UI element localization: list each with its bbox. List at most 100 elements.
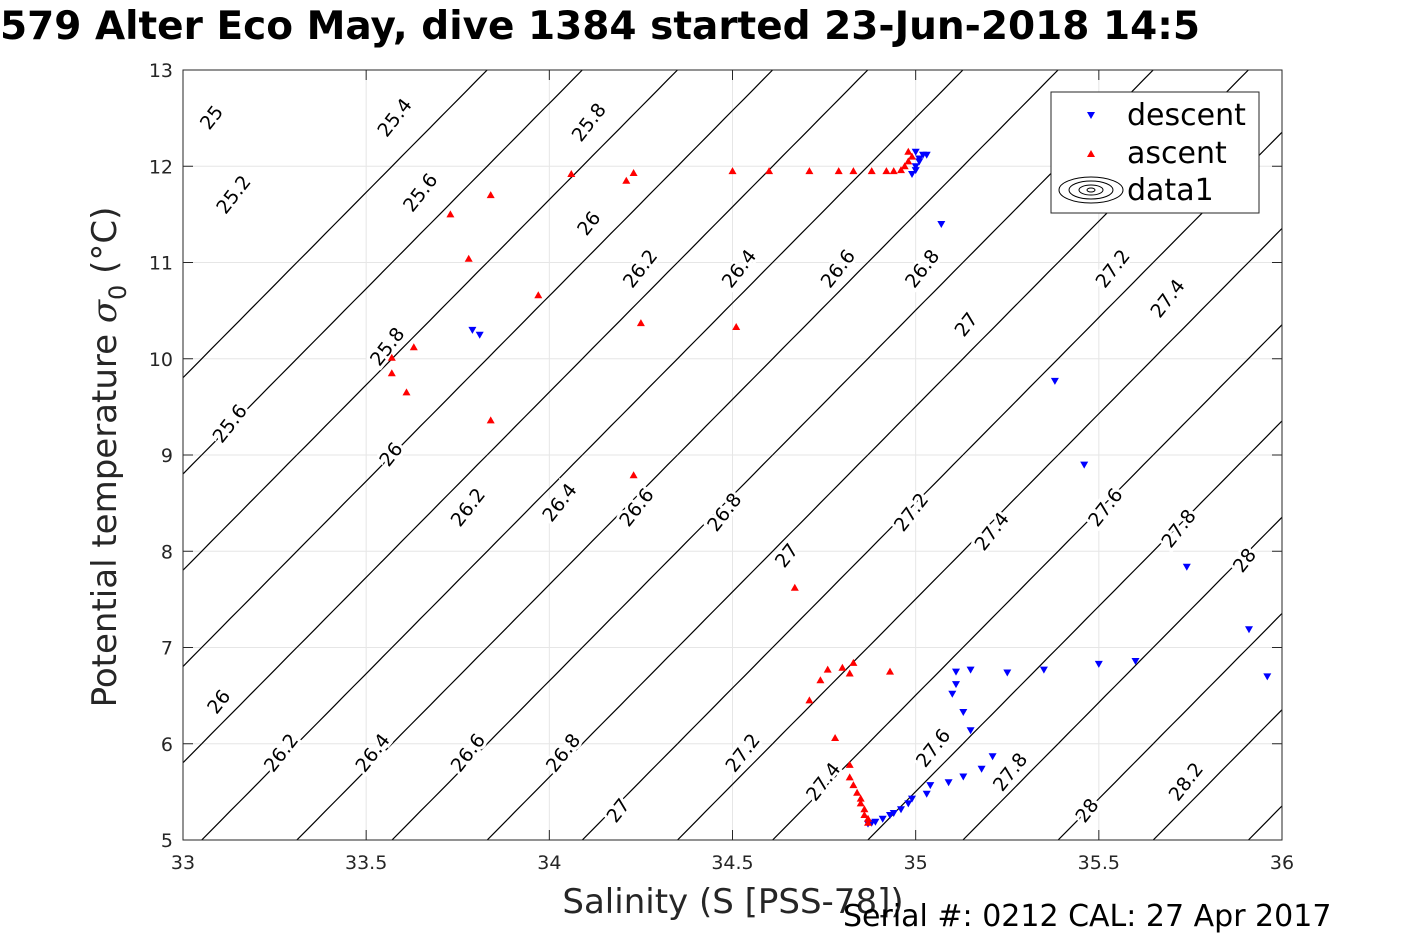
ascent-point	[889, 167, 898, 175]
descent-point	[475, 331, 484, 339]
ascent-point	[834, 167, 843, 175]
contour-line	[201, 454, 488, 745]
contour-line	[677, 70, 1059, 456]
descent-point	[897, 806, 905, 814]
ascent-point	[622, 176, 631, 184]
contour-line	[962, 131, 1282, 456]
contour-line	[962, 743, 1059, 840]
contour-line	[1344, 455, 1417, 744]
contour-line	[581, 454, 869, 745]
contour-line	[200, 743, 298, 840]
contour-line	[772, 454, 1059, 745]
descent-point	[1080, 461, 1089, 469]
legend-contour-icon	[1058, 176, 1124, 204]
ascent-point	[823, 665, 832, 673]
ascent-point	[849, 167, 858, 175]
contour-line	[1057, 227, 1282, 456]
ascent-point	[805, 696, 814, 704]
y-axis-label-unit: (°C)	[85, 207, 125, 285]
descent-point	[1263, 673, 1272, 681]
contour-line	[581, 70, 964, 456]
descent-point	[966, 727, 975, 735]
ascent-point	[387, 353, 396, 361]
y-axis-label-main: Potential temperature	[85, 323, 125, 707]
descent-point	[988, 753, 997, 761]
legend-descent-label: descent	[1127, 98, 1246, 133]
y-axis-label: Potential temperature σ0 (°C)	[85, 207, 132, 708]
ascent-point	[864, 818, 872, 826]
x-tick-label: 34.5	[711, 852, 753, 874]
contour-line	[676, 743, 774, 840]
contour-line	[867, 454, 1154, 745]
contour-line	[201, 70, 584, 456]
x-axis-label: Salinity (S [PSS-78])	[562, 882, 903, 922]
ascent-point	[860, 805, 869, 813]
descent-point	[1245, 626, 1253, 634]
ascent-point	[849, 781, 858, 789]
chart-title: 579 Alter Eco May, dive 1384 started 23-…	[0, 4, 1200, 49]
descent-point	[911, 163, 920, 171]
ascent-point	[904, 157, 913, 165]
ascent-point	[838, 663, 847, 671]
descent-point	[977, 765, 986, 773]
descent-point	[948, 690, 957, 698]
contour-line	[295, 743, 393, 840]
contour-line	[1057, 743, 1154, 840]
contour-line	[183, 454, 393, 668]
y-axis-label-sigma: σ	[85, 299, 125, 323]
y-tick-label: 9	[161, 445, 173, 467]
ascent-point	[464, 254, 473, 262]
y-axis-label-subscript: 0	[104, 285, 132, 300]
ascent-point	[904, 147, 913, 155]
descent-point	[952, 668, 960, 676]
descent-point	[1039, 666, 1048, 674]
contour-line	[296, 70, 679, 456]
contour-line	[391, 70, 774, 456]
descent-point	[959, 773, 968, 781]
descent-point	[908, 171, 916, 178]
descent-point	[1182, 563, 1191, 571]
x-tick-label: 33.5	[345, 852, 387, 874]
ascent-point	[765, 167, 774, 175]
x-tick-label: 35.5	[1078, 852, 1120, 874]
ascent-point	[856, 799, 865, 807]
ascent-point	[831, 734, 840, 741]
descent-point	[952, 681, 960, 689]
ascent-point	[816, 676, 825, 684]
ascent-point	[805, 167, 814, 175]
legend-ascent-marker	[1087, 150, 1095, 157]
descent-point	[889, 810, 898, 817]
contour-line	[581, 743, 678, 840]
y-tick-label: 11	[149, 253, 173, 275]
ascent-point	[856, 794, 865, 802]
legend-data1-label: data1	[1127, 173, 1214, 208]
ascent-point	[900, 162, 909, 170]
ascent-point	[567, 170, 576, 177]
contour-line	[486, 454, 774, 745]
y-tick-label: 10	[149, 349, 173, 371]
ascent-point	[629, 471, 638, 479]
density-contours	[0, 70, 1417, 860]
ascent-point	[864, 814, 872, 822]
ascent-point	[409, 343, 418, 351]
y-tick-label: 6	[161, 734, 173, 756]
ascent-point	[486, 416, 495, 424]
ascent-point	[387, 369, 396, 377]
ascent-point	[867, 167, 876, 175]
contour-line	[183, 454, 298, 572]
ascent-point	[446, 210, 455, 218]
descent-point	[1050, 377, 1059, 385]
ascent-point	[853, 788, 862, 796]
contour-line	[0, 744, 11, 860]
descent-point	[926, 782, 935, 790]
y-tick-label: 8	[161, 541, 173, 563]
ascent-point	[849, 658, 858, 666]
contour-line	[391, 454, 678, 745]
ascent-point	[732, 323, 741, 330]
contour-line	[486, 70, 869, 456]
contour-line	[0, 744, 106, 860]
data-markers	[387, 147, 1272, 828]
contour-line	[677, 454, 964, 745]
axes: 33 33.5 34 34.5 35 35.5 36 5 6 7 8 9 10 11 12 13	[149, 60, 1294, 874]
